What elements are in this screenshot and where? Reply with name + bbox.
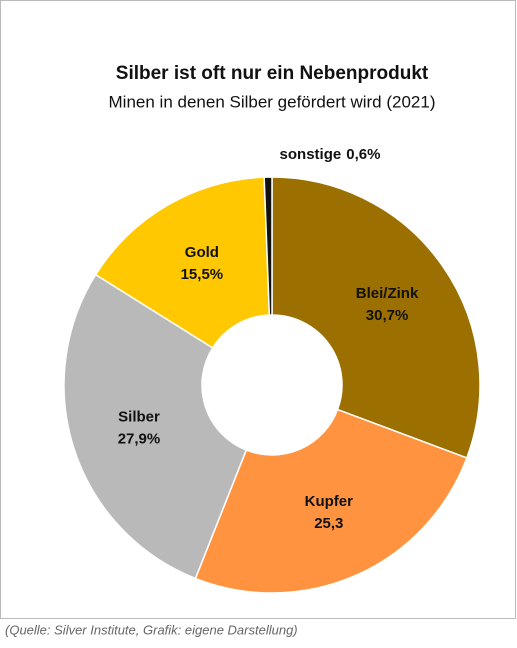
slice-name: Silber — [118, 409, 160, 426]
donut-slice — [271, 176, 481, 459]
slice-name: Kupfer — [305, 493, 353, 510]
slice-value: 27,9% — [118, 431, 161, 448]
donut-slice — [263, 176, 273, 316]
chart-subtitle: Minen in denen Silber gefördert wird (20… — [109, 92, 436, 111]
slice-name: sonstige — [280, 146, 342, 163]
slice-label: sonstige 0,6% — [280, 146, 381, 163]
slice-value: 15,5% — [181, 266, 224, 283]
slice-value: 30,7% — [366, 307, 409, 324]
chart-title: Silber ist oft nur ein Nebenprodukt — [116, 63, 429, 84]
slice-name: Blei/Zink — [356, 285, 419, 302]
slice-value: 0,6% — [346, 146, 380, 163]
donut-slice — [194, 408, 468, 594]
slice-value: 25,3 — [314, 515, 343, 532]
source-note: (Quelle: Silver Institute, Grafik: eigen… — [5, 622, 298, 637]
donut-slice — [63, 273, 248, 580]
slice-name: Gold — [185, 244, 219, 261]
donut-slice — [94, 176, 271, 349]
